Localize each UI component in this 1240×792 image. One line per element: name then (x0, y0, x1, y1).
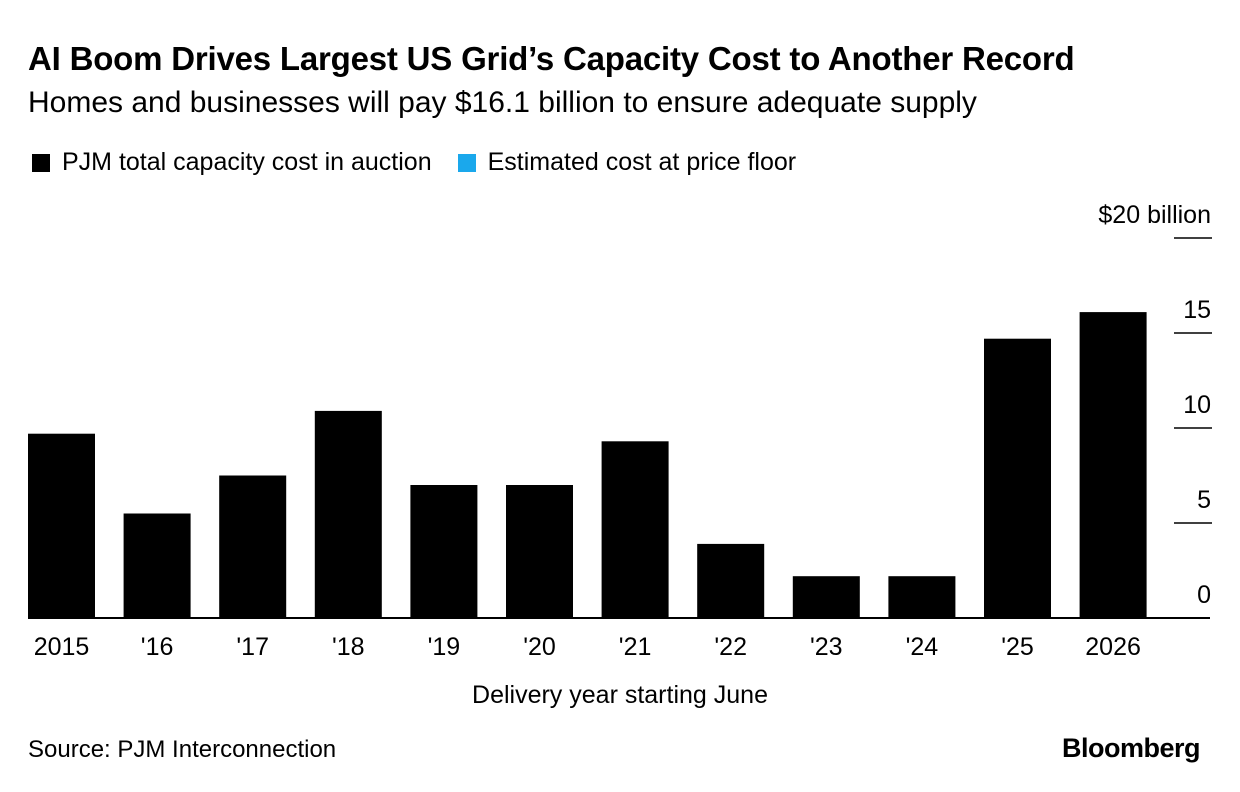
bar-12 (1079, 312, 1147, 618)
bloomberg-logo: Bloomberg (1061, 733, 1201, 763)
y-tick-label: 0 (1197, 581, 1211, 609)
bar-9 (792, 576, 860, 618)
y-tick-label: 5 (1197, 486, 1211, 514)
x-tick-label: 2026 (1085, 633, 1141, 661)
legend-item-price-floor: Estimated cost at price floor (457, 148, 797, 177)
x-tick-label: '21 (619, 633, 652, 661)
source-note: Source: PJM Interconnection (28, 736, 337, 763)
bar-4 (314, 410, 382, 618)
x-tick-label: '17 (236, 633, 269, 661)
legend-swatch-price-floor (457, 153, 476, 172)
x-tick-label: '18 (332, 633, 365, 661)
x-tick-label: '24 (906, 633, 939, 661)
bar-3 (219, 475, 287, 618)
y-tick-label: 15 (1183, 296, 1211, 324)
bar-1 (28, 433, 95, 618)
bar-7 (601, 441, 669, 618)
x-tick-label: '22 (714, 633, 747, 661)
bar-5 (410, 485, 478, 618)
x-tick-label: '16 (141, 633, 174, 661)
legend-label-price-floor: Estimated cost at price floor (487, 148, 797, 176)
x-axis-label: Delivery year starting June (472, 681, 768, 709)
chart-title: AI Boom Drives Largest US Grid’s Capacit… (28, 40, 1075, 77)
bar-10 (888, 576, 956, 618)
y-tick-label: 10 (1183, 391, 1211, 419)
bar-11 (984, 338, 1051, 618)
x-tick-label: '23 (810, 633, 843, 661)
legend-item-auction-cost: PJM total capacity cost in auction (32, 148, 432, 177)
bar-8 (697, 543, 765, 618)
bar-chart: 0 5 10 15 $20 billion 2015 '16 '17 '18 '19 '20 '21 '… (28, 201, 1212, 709)
x-tick-label: '25 (1001, 633, 1034, 661)
x-tick-label: 2015 (34, 633, 90, 661)
legend-swatch-auction-cost (32, 153, 50, 172)
bar-2 (123, 513, 191, 618)
legend-label-auction-cost: PJM total capacity cost in auction (62, 148, 432, 176)
chart-subtitle: Homes and businesses will pay $16.1 bill… (28, 86, 977, 119)
x-tick-label: '19 (428, 633, 461, 661)
bar-6 (506, 485, 573, 618)
x-tick-label: '20 (523, 633, 556, 661)
legend: PJM total capacity cost in auction Estim… (32, 148, 822, 177)
y-tick-label: $20 billion (1098, 201, 1211, 229)
